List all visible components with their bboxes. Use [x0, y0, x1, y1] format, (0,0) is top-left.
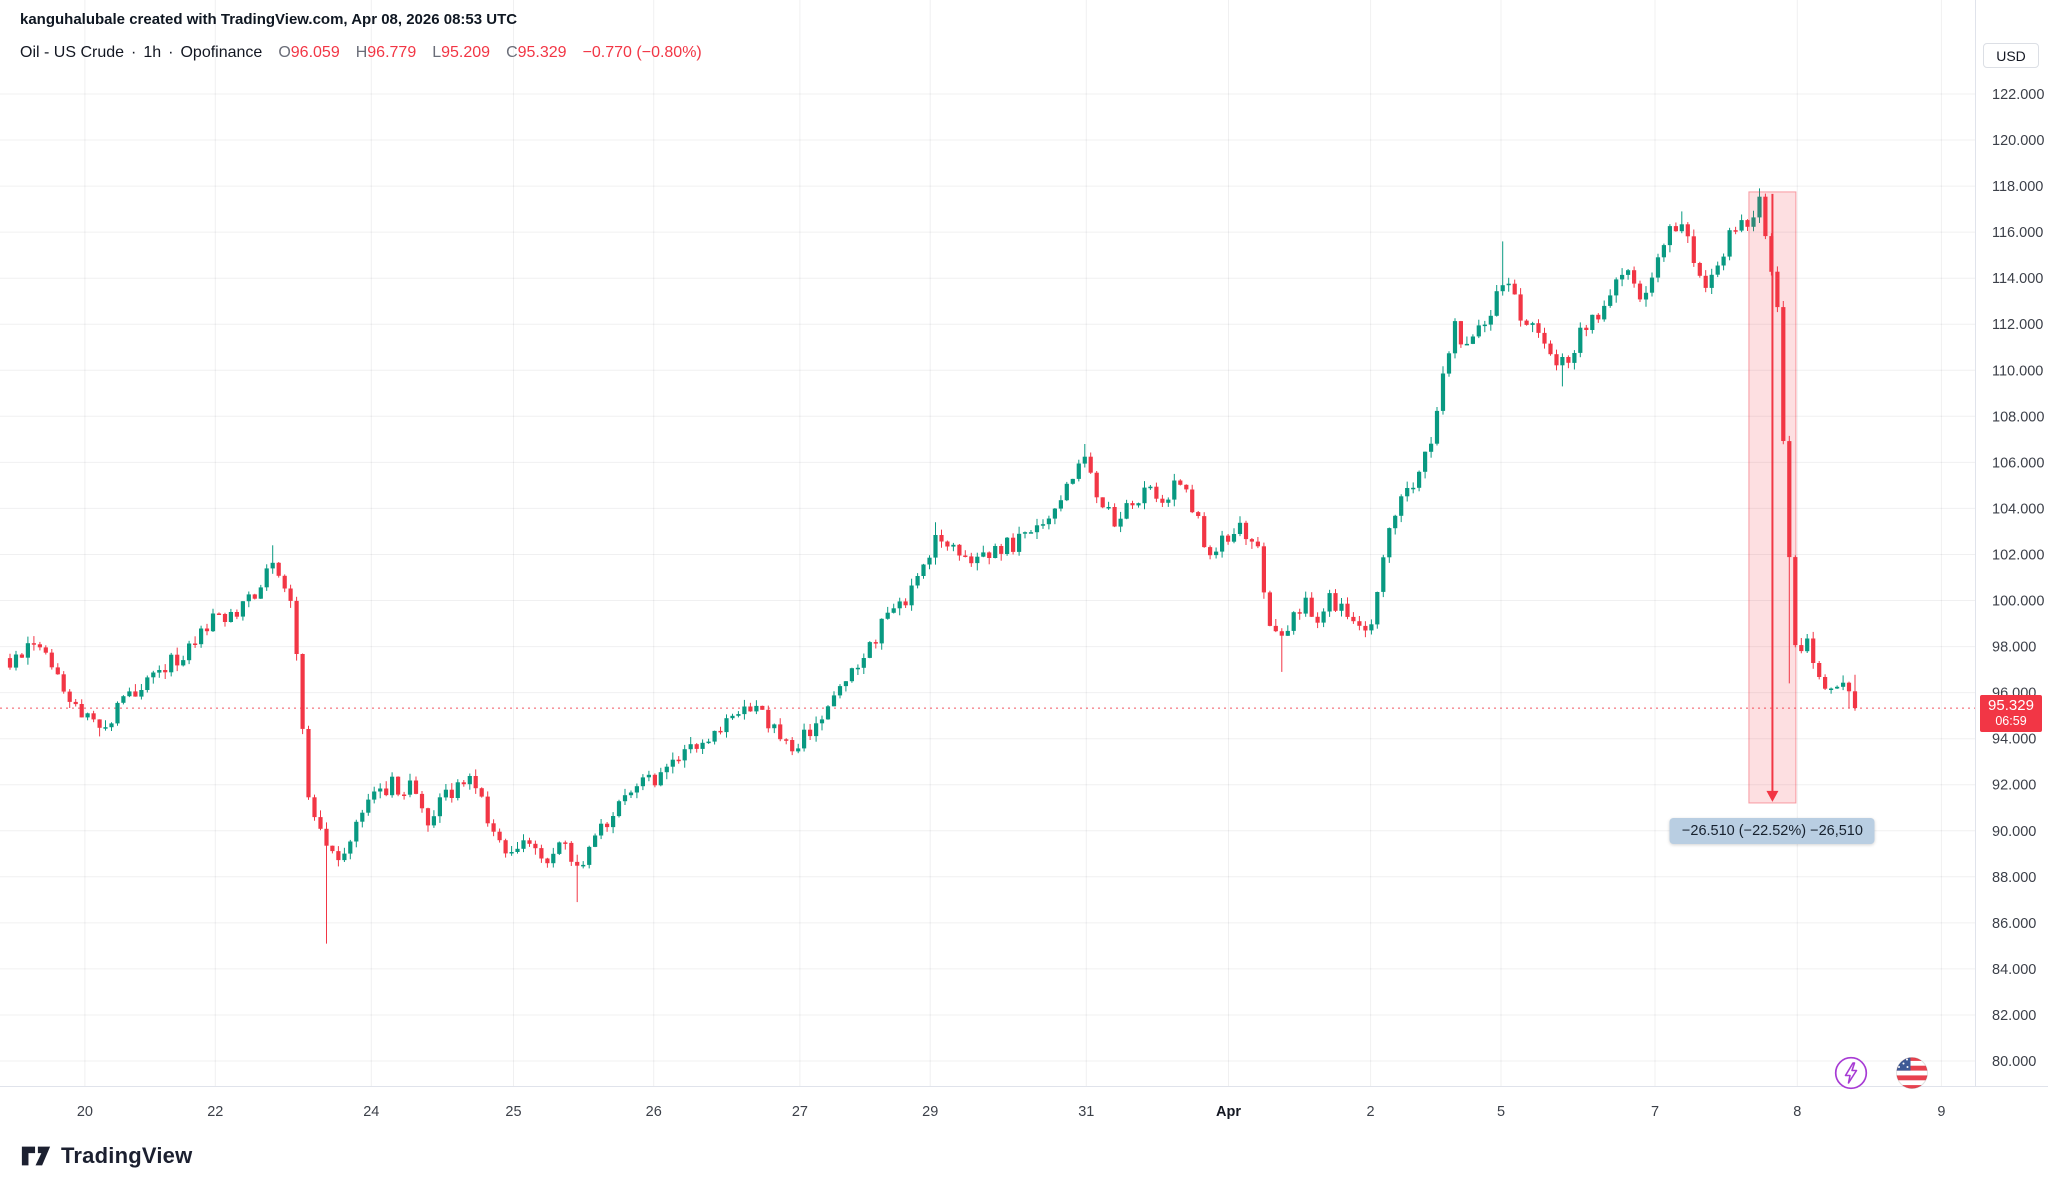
- svg-text:9: 9: [1937, 1104, 1945, 1120]
- legend-separator: ·: [168, 44, 174, 61]
- low-value: 95.209: [441, 44, 491, 61]
- attribution-text: kanguhalubale created with TradingView.c…: [20, 11, 518, 28]
- svg-text:2: 2: [1367, 1104, 1375, 1120]
- footer-toolbar: [1834, 1056, 1929, 1090]
- svg-text:114.000: 114.000: [1992, 271, 2043, 287]
- change-value: −0.770 (−0.80%): [582, 44, 702, 61]
- tradingview-logo-icon: [21, 1146, 51, 1166]
- ohlc-open: O96.059: [278, 44, 339, 62]
- svg-text:108.000: 108.000: [1992, 409, 2044, 425]
- svg-text:82.000: 82.000: [1992, 1008, 2036, 1024]
- svg-text:90.000: 90.000: [1992, 824, 2036, 840]
- svg-text:98.000: 98.000: [1992, 640, 2036, 656]
- svg-text:20: 20: [77, 1104, 93, 1120]
- chart-legend: Oil - US Crude · 1h · Opofinance O96.059…: [20, 44, 702, 62]
- svg-text:100.000: 100.000: [1992, 594, 2044, 610]
- svg-text:104.000: 104.000: [1992, 501, 2044, 517]
- legend-separator: ·: [131, 44, 137, 61]
- svg-text:94.000: 94.000: [1992, 732, 2036, 748]
- svg-text:29: 29: [922, 1104, 938, 1120]
- us-flag-icon[interactable]: [1895, 1056, 1929, 1090]
- price-axis[interactable]: 80.000 82.000 84.000 86.000 88.000 90.000 92.0…: [1992, 87, 2044, 1070]
- price-range-measurement[interactable]: [1748, 191, 1797, 804]
- svg-text:120.000: 120.000: [1992, 133, 2044, 149]
- last-price-value: 95.329: [1988, 697, 2034, 715]
- currency-toggle-button[interactable]: USD: [1983, 43, 2039, 68]
- boost-lightning-icon[interactable]: [1834, 1056, 1868, 1090]
- high-value: 96.779: [367, 44, 417, 61]
- svg-text:Apr: Apr: [1216, 1104, 1241, 1120]
- svg-text:8: 8: [1793, 1104, 1801, 1120]
- svg-text:25: 25: [505, 1104, 521, 1120]
- svg-text:22: 22: [207, 1104, 223, 1120]
- candlestick-series[interactable]: [7, 188, 1858, 944]
- svg-text:112.000: 112.000: [1992, 317, 2043, 333]
- svg-text:116.000: 116.000: [1992, 225, 2043, 241]
- high-label: H: [355, 44, 368, 61]
- close-value: 95.329: [517, 44, 567, 61]
- time-axis[interactable]: 20 22 24 25 26 27 29 31 Apr 2 5 7 8 9: [77, 1104, 1946, 1120]
- last-price-badge: 95.329 06:59: [1980, 695, 2042, 733]
- ohlc-high: H96.779: [356, 44, 417, 62]
- close-label: C: [506, 44, 518, 61]
- svg-text:5: 5: [1497, 1104, 1505, 1120]
- ohlc-low: L95.209: [432, 44, 490, 62]
- open-label: O: [278, 44, 291, 61]
- symbol-name[interactable]: Oil - US Crude: [20, 44, 125, 61]
- svg-text:106.000: 106.000: [1992, 455, 2044, 471]
- grid-lines: [0, 0, 2048, 1087]
- svg-text:118.000: 118.000: [1992, 179, 2043, 195]
- svg-text:84.000: 84.000: [1992, 962, 2036, 978]
- bar-countdown: 06:59: [1995, 714, 2027, 729]
- interval-label[interactable]: 1h: [143, 44, 162, 61]
- svg-text:7: 7: [1651, 1104, 1659, 1120]
- low-label: L: [432, 44, 442, 61]
- svg-text:26: 26: [646, 1104, 662, 1120]
- tradingview-logo[interactable]: TradingView: [20, 1143, 192, 1169]
- tradingview-wordmark: TradingView: [61, 1143, 193, 1168]
- ohlc-close: C95.329: [506, 44, 567, 62]
- svg-text:27: 27: [792, 1104, 808, 1120]
- svg-text:80.000: 80.000: [1992, 1054, 2036, 1070]
- svg-text:102.000: 102.000: [1992, 548, 2044, 564]
- svg-text:86.000: 86.000: [1992, 916, 2036, 932]
- svg-text:88.000: 88.000: [1992, 870, 2036, 886]
- svg-text:122.000: 122.000: [1992, 87, 2044, 103]
- measurement-label[interactable]: −26.510 (−22.52%) −26,510: [1669, 817, 1875, 844]
- svg-text:31: 31: [1078, 1104, 1094, 1120]
- open-value: 96.059: [290, 44, 340, 61]
- svg-text:110.000: 110.000: [1992, 363, 2043, 379]
- provider-label[interactable]: Opofinance: [180, 44, 263, 61]
- svg-text:24: 24: [363, 1104, 379, 1120]
- svg-text:92.000: 92.000: [1992, 778, 2036, 794]
